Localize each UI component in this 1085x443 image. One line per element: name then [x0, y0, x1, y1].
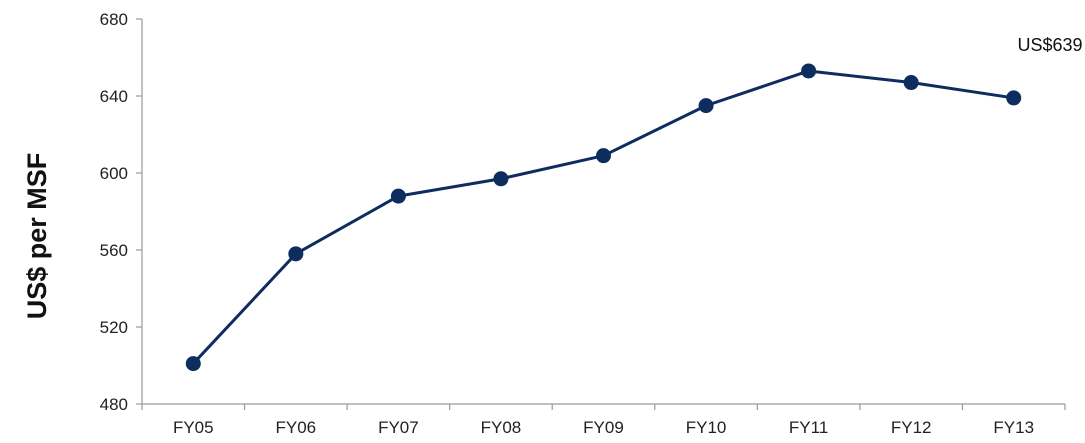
x-tick-label: FY08 [481, 418, 522, 437]
y-tick-label: 600 [100, 164, 128, 183]
y-tick-label: 680 [100, 10, 128, 29]
data-point [1006, 90, 1022, 106]
series-layer [185, 63, 1022, 372]
data-point [185, 356, 201, 372]
x-tick-label: FY05 [173, 418, 214, 437]
y-tick-label: 480 [100, 395, 128, 414]
x-tick-label: FY06 [276, 418, 317, 437]
series-line [192, 69, 1014, 365]
data-point [596, 148, 611, 164]
data-point [288, 246, 304, 262]
y-tick-label: 560 [100, 241, 128, 260]
y-ticks: 480 520 560 600 640 680 [100, 10, 142, 414]
data-point [390, 188, 406, 204]
y-axis-title: US$ per MSF [22, 153, 52, 320]
data-point [801, 63, 817, 79]
y-tick-label: 520 [100, 318, 128, 337]
x-tick-label: FY09 [583, 418, 624, 437]
x-tick-label: FY11 [789, 418, 828, 437]
data-point [698, 98, 714, 114]
x-ticks: FY05 FY06 FY07 FY08 FY09 FY10 FY11 FY12 FY13 [141, 404, 1066, 437]
x-tick-label: FY12 [891, 418, 932, 437]
annotation-label: US$639 [1017, 35, 1082, 55]
y-tick-label: 640 [100, 87, 128, 106]
x-tick-label: FY07 [378, 418, 419, 437]
data-point [903, 75, 919, 91]
data-point [493, 171, 509, 187]
x-tick-label: FY13 [993, 418, 1034, 437]
axes [141, 19, 1065, 405]
x-tick-label: FY10 [686, 418, 727, 437]
